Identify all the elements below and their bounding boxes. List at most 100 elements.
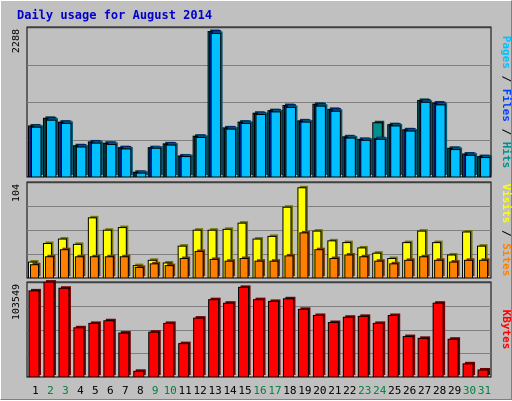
tick-label-day-25: 25: [388, 384, 401, 397]
tick-label-day-30: 30: [463, 384, 476, 397]
bar-pages-13: [210, 32, 222, 178]
bar-sites-6: [104, 256, 114, 279]
bar-kbytes-20: [312, 314, 324, 378]
bar-pages-14: [225, 128, 237, 178]
bar-pages-12: [195, 136, 207, 178]
bar-sites-5: [89, 256, 99, 279]
max-label-kbytes: 103549: [11, 284, 22, 320]
side-label-visits-sites: Visits / Sites: [500, 184, 512, 277]
tick-label-day-28: 28: [433, 384, 446, 397]
bar-kbytes-11: [178, 343, 190, 378]
bar-kbytes-15: [238, 286, 250, 378]
side-label-part-hits-files-pages-0: Pages: [500, 36, 512, 69]
bar-kbytes-2: [43, 281, 55, 378]
bar-kbytes-14: [223, 302, 235, 378]
max-label-visits-sites: 104: [11, 184, 22, 202]
bar-pages-21: [330, 110, 341, 178]
bar-pages-27: [420, 101, 431, 178]
bar-sites-18: [284, 255, 294, 279]
bar-sites-1: [30, 264, 39, 279]
side-label-hits-files-pages: Pages / Files / Hits: [500, 36, 512, 169]
bar-sites-12: [194, 250, 204, 279]
bar-pages-26: [405, 130, 416, 178]
bar-kbytes-8: [133, 370, 145, 378]
tick-label-day-2: 2: [47, 384, 54, 397]
bar-pages-30: [465, 154, 476, 178]
side-label-part-hits-files-pages-1: /: [500, 69, 512, 89]
tick-label-day-3: 3: [62, 384, 69, 397]
bar-kbytes-30: [462, 363, 474, 378]
bar-sites-20: [314, 249, 324, 279]
tick-label-day-4: 4: [77, 384, 84, 397]
bar-sites-13: [209, 258, 219, 279]
side-label-part-hits-files-pages-2: Files: [500, 89, 512, 122]
bar-sites-4: [74, 256, 84, 279]
bar-kbytes-21: [327, 322, 339, 378]
tick-label-day-17: 17: [268, 384, 281, 397]
bar-sites-11: [179, 258, 189, 279]
bar-kbytes-25: [387, 314, 399, 378]
bar-pages-25: [390, 125, 401, 178]
bar-pages-29: [450, 149, 461, 178]
bar-kbytes-27: [417, 337, 429, 378]
bar-sites-9: [149, 263, 159, 279]
bar-sites-17: [269, 260, 279, 279]
tick-label-day-14: 14: [223, 384, 237, 397]
bar-kbytes-26: [402, 336, 414, 378]
bar-pages-10: [165, 144, 177, 178]
bar-sites-23: [359, 256, 369, 279]
tick-label-day-5: 5: [92, 384, 99, 397]
side-label-part-hits-files-pages-3: /: [500, 122, 512, 142]
bar-kbytes-3: [58, 287, 70, 378]
side-label-kbytes: KBytes: [500, 310, 512, 350]
chart-title: Daily usage for August 2014: [17, 8, 213, 22]
bar-pages-1: [31, 126, 42, 178]
tick-label-day-7: 7: [122, 384, 129, 397]
bar-sites-3: [59, 249, 69, 279]
bar-kbytes-19: [297, 308, 309, 378]
bar-kbytes-5: [88, 322, 100, 378]
bar-sites-31: [479, 259, 489, 279]
bar-sites-24: [374, 260, 384, 279]
bar-pages-8: [135, 172, 147, 178]
bar-sites-16: [254, 260, 264, 279]
bar-sites-29: [449, 261, 459, 279]
bar-sites-28: [434, 259, 444, 279]
side-label-part-kbytes-0: KBytes: [500, 310, 512, 350]
bar-kbytes-7: [118, 332, 130, 378]
bar-sites-7: [119, 256, 129, 279]
bar-sites-22: [344, 254, 354, 279]
bar-pages-9: [150, 147, 162, 178]
tick-label-day-10: 10: [164, 384, 177, 397]
bar-pages-19: [300, 121, 311, 178]
tick-label-day-27: 27: [418, 384, 431, 397]
bar-pages-24: [375, 138, 386, 178]
tick-label-day-12: 12: [194, 384, 207, 397]
bar-kbytes-22: [342, 316, 354, 378]
bar-kbytes-28: [432, 302, 444, 378]
bar-sites-15: [239, 258, 249, 279]
tick-label-day-29: 29: [448, 384, 461, 397]
bar-sites-2: [44, 256, 54, 279]
bar-kbytes-24: [372, 322, 384, 378]
bar-pages-11: [180, 156, 192, 178]
side-label-part-visits-sites-0: Visits: [500, 184, 512, 224]
bar-pages-4: [75, 146, 87, 178]
tick-label-day-22: 22: [343, 384, 356, 397]
bar-sites-25: [389, 263, 399, 279]
tick-label-day-16: 16: [253, 384, 266, 397]
bar-pages-6: [105, 143, 117, 178]
tick-label-day-1: 1: [32, 384, 39, 397]
bar-sites-14: [224, 260, 234, 279]
bar-pages-15: [240, 122, 252, 178]
side-label-part-hits-files-pages-4: Hits: [500, 142, 512, 169]
bar-pages-5: [90, 142, 102, 178]
tick-label-day-8: 8: [137, 384, 144, 397]
bar-pages-31: [480, 157, 491, 178]
bar-sites-30: [464, 259, 474, 279]
tick-label-day-13: 13: [208, 384, 221, 397]
tick-label-day-9: 9: [152, 384, 159, 397]
bar-kbytes-13: [208, 299, 220, 378]
